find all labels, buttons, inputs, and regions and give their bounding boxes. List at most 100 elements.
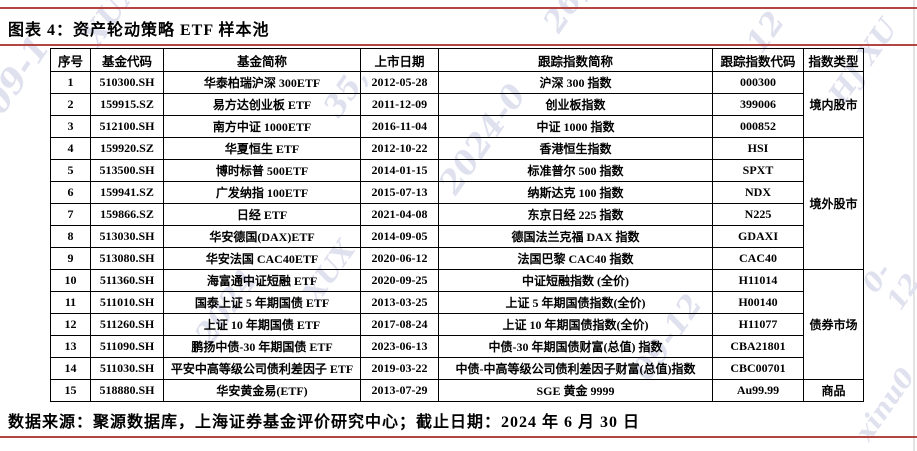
cell-index-type: 境内股市: [803, 71, 864, 138]
col-header-index-name: 跟踪指数简称: [438, 48, 713, 72]
table-row: 15 518880.SH 华安黄金易(ETF) 2013-07-29 SGE 黄金 99…: [50, 379, 864, 402]
table-row: 13 511090.SH 鹏扬中债-30 年期国债 ETF 2023-06-13 中债-…: [50, 335, 864, 358]
cell-index-name: 上证 10 年期国债指数(全价): [438, 313, 713, 336]
cell-no: 6: [50, 181, 91, 204]
col-header-index-code: 跟踪指数代码: [712, 48, 804, 72]
table-row: 1 510300.SH 华泰柏瑞沪深 300ETF 2012-05-28 沪深 300 …: [50, 71, 864, 138]
cell-fund-code: 511090.SH: [90, 335, 164, 358]
cell-index-code: 399006: [712, 93, 804, 116]
cell-index-code: 000300: [712, 71, 804, 94]
cell-fund-name: 华泰柏瑞沪深 300ETF: [163, 71, 361, 94]
cell-fund-code: 518880.SH: [90, 379, 164, 402]
cell-fund-name: 日经 ETF: [163, 203, 361, 226]
watermark-text: 0-12: [857, 257, 917, 316]
col-header-fund-code: 基金代码: [90, 48, 164, 72]
cell-no: 1: [50, 71, 91, 94]
cell-fund-code: 159915.SZ: [90, 93, 164, 116]
table-header: 序号 基金代码 基金简称 上市日期 跟踪指数简称 跟踪指数代码 指数类型: [50, 48, 864, 72]
data-source-note: 数据来源：聚源数据库，上海证券基金评价研究中心；截止日期：2024 年 6 月 …: [8, 414, 641, 431]
cell-index-name: 创业板指数: [438, 93, 713, 116]
cell-fund-name: 华安德国(DAX)ETF: [163, 225, 361, 248]
cell-no: 2: [50, 93, 91, 116]
cell-index-code: NDX: [712, 181, 804, 204]
cell-fund-name: 上证 10 年期国债 ETF: [163, 313, 361, 336]
cell-index-name: 标准普尔 500 指数: [438, 159, 713, 182]
cell-list-date: 2014-09-05: [360, 225, 439, 248]
cell-no: 13: [50, 335, 91, 358]
col-header-index-type: 指数类型: [803, 48, 864, 72]
bottom-rule: [0, 436, 917, 438]
cell-fund-name: 海富通中证短融 ETF: [163, 269, 361, 292]
cell-no: 14: [50, 357, 91, 380]
watermark-text: 26,: [536, 0, 596, 39]
col-header-no: 序号: [50, 48, 91, 72]
cell-list-date: 2020-09-25: [360, 269, 439, 292]
cell-index-code: HSI: [712, 137, 804, 160]
cell-index-code: 000852: [712, 115, 804, 138]
cell-list-date: 2013-03-25: [360, 291, 439, 314]
cell-no: 5: [50, 159, 91, 182]
cell-index-name: 法国巴黎 CAC40 指数: [438, 247, 713, 270]
cell-index-type: 商品: [803, 379, 864, 402]
cell-index-name: 中债-30 年期国债财富(总值) 指数: [438, 335, 713, 358]
table-row: 9 513080.SH 华安法国 CAC40ETF 2020-06-12 法国巴黎 CA…: [50, 247, 864, 270]
cell-fund-name: 广发纳指 100ETF: [163, 181, 361, 204]
cell-fund-code: 159941.SZ: [90, 181, 164, 204]
cell-index-code: SPXT: [712, 159, 804, 182]
table-row: 8 513030.SH 华安德国(DAX)ETF 2014-09-05 德国法兰克福 D…: [50, 225, 864, 248]
cell-fund-name: 平安中高等级公司债利差因子 ETF: [163, 357, 361, 380]
cell-index-name: 香港恒生指数: [438, 137, 713, 160]
table-row: 4 159920.SZ 华夏恒生 ETF 2012-10-22 香港恒生指数 HSI 境外股…: [50, 137, 864, 270]
table-row: 7 159866.SZ 日经 ETF 2021-04-08 东京日经 225 指数 N22…: [50, 203, 864, 226]
cell-index-type: 境外股市: [803, 137, 864, 270]
cell-no: 7: [50, 203, 91, 226]
cell-index-code: H11077: [712, 313, 804, 336]
cell-index-code: N225: [712, 203, 804, 226]
cell-fund-code: 510300.SH: [90, 71, 164, 94]
cell-fund-name: 博时标普 500ETF: [163, 159, 361, 182]
cell-fund-name: 易方达创业板 ETF: [163, 93, 361, 116]
cell-fund-code: 513500.SH: [90, 159, 164, 182]
col-header-list-date: 上市日期: [360, 48, 439, 72]
cell-no: 11: [50, 291, 91, 314]
cell-fund-code: 511260.SH: [90, 313, 164, 336]
cell-no: 3: [50, 115, 91, 138]
cell-list-date: 2023-06-13: [360, 335, 439, 358]
cell-fund-code: 511030.SH: [90, 357, 164, 380]
table-body: 1 510300.SH 华泰柏瑞沪深 300ETF 2012-05-28 沪深 300 …: [50, 71, 864, 402]
cell-index-name: 中债-中高等级公司债利差因子财富(总值)指数: [438, 357, 713, 380]
cell-list-date: 2012-10-22: [360, 137, 439, 160]
cell-fund-code: 159920.SZ: [90, 137, 164, 160]
cell-index-code: CAC40: [712, 247, 804, 270]
cell-no: 4: [50, 137, 91, 160]
header-row: 序号 基金代码 基金简称 上市日期 跟踪指数简称 跟踪指数代码 指数类型: [50, 48, 864, 72]
cell-index-code: CBC00701: [712, 357, 804, 380]
cell-fund-code: 511360.SH: [90, 269, 164, 292]
cell-list-date: 2012-05-28: [360, 71, 439, 94]
cell-index-code: Au99.99: [712, 379, 804, 402]
cell-no: 15: [50, 379, 91, 402]
cell-fund-name: 华安黄金易(ETF): [163, 379, 361, 402]
cell-no: 9: [50, 247, 91, 270]
table-row: 6 159941.SZ 广发纳指 100ETF 2015-07-13 纳斯达克 100 …: [50, 181, 864, 204]
table-row: 10 511360.SH 海富通中证短融 ETF 2020-09-25 中证短融指数 (…: [50, 269, 864, 380]
table-row: 3 512100.SH 南方中证 1000ETF 2016-11-04 中证 1000 …: [50, 115, 864, 138]
cell-list-date: 2014-01-15: [360, 159, 439, 182]
cell-index-name: 德国法兰克福 DAX 指数: [438, 225, 713, 248]
cell-list-date: 2021-04-08: [360, 203, 439, 226]
cell-fund-code: 513030.SH: [90, 225, 164, 248]
cell-index-code: H00140: [712, 291, 804, 314]
cell-index-code: CBA21801: [712, 335, 804, 358]
cell-no: 10: [50, 269, 91, 292]
cell-fund-name: 华安法国 CAC40ETF: [163, 247, 361, 270]
cell-fund-name: 鹏扬中债-30 年期国债 ETF: [163, 335, 361, 358]
cell-list-date: 2011-12-09: [360, 93, 439, 116]
table-row: 5 513500.SH 博时标普 500ETF 2014-01-15 标准普尔 500 …: [50, 159, 864, 182]
table-row: 14 511030.SH 平安中高等级公司债利差因子 ETF 2019-03-22 中债…: [50, 357, 864, 380]
top-rule: [0, 7, 917, 9]
cell-list-date: 2015-07-13: [360, 181, 439, 204]
cell-index-code: GDAXI: [712, 225, 804, 248]
cell-fund-name: 南方中证 1000ETF: [163, 115, 361, 138]
table-top-rule: [0, 44, 917, 46]
